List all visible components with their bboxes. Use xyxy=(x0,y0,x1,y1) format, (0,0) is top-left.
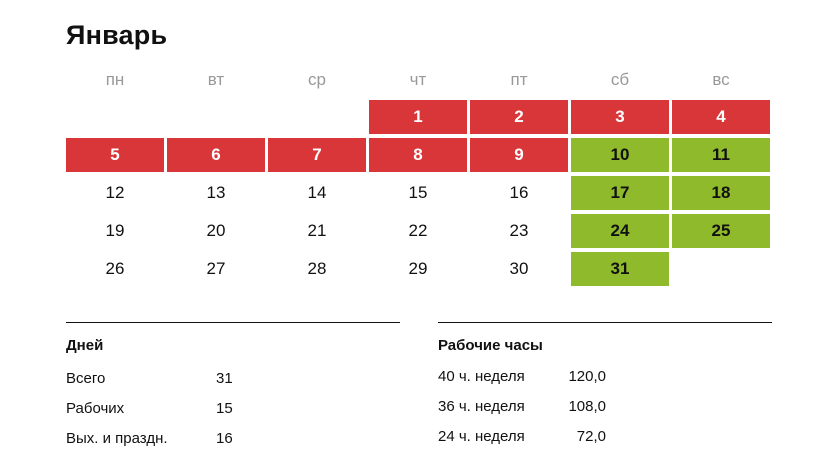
hours-row-24: 24 ч. неделя 72,0 xyxy=(438,422,772,452)
calendar-day-work: 21 xyxy=(307,221,327,240)
calendar-day-work: 28 xyxy=(307,259,327,278)
days-row-label: Вых. и праздн. xyxy=(66,430,168,447)
calendar-day-work: 27 xyxy=(206,259,226,278)
calendar-day-work: 12 xyxy=(105,183,125,202)
weekday-header: чт xyxy=(409,70,427,89)
calendar-empty-cell xyxy=(167,100,265,134)
calendar-day-weekend: 11 xyxy=(672,138,770,172)
weekday-header: пт xyxy=(510,70,528,89)
days-row-label: Всего xyxy=(66,370,106,387)
calendar-day-work: 16 xyxy=(509,183,529,202)
calendar-day-work: 22 xyxy=(408,221,428,240)
hours-row-value: 120,0 xyxy=(568,368,606,385)
days-row-working: Рабочих 15 xyxy=(66,394,400,424)
weekday-header: пн xyxy=(105,70,125,89)
calendar-day-holiday: 6 xyxy=(167,138,265,172)
weekday-header: вт xyxy=(207,70,225,89)
hours-divider xyxy=(438,322,772,323)
weekday-header: вс xyxy=(712,70,730,89)
hours-row-value: 72,0 xyxy=(576,428,606,445)
hours-heading: Рабочие часы xyxy=(438,337,543,354)
calendar-day-holiday: 3 xyxy=(571,100,669,134)
hours-row-value: 108,0 xyxy=(568,398,606,415)
calendar-day-weekend: 24 xyxy=(571,214,669,248)
calendar-day-work: 15 xyxy=(408,183,428,202)
calendar-day-holiday: 4 xyxy=(672,100,770,134)
weekday-header: сб xyxy=(610,70,630,89)
calendar-day-work: 14 xyxy=(307,183,327,202)
calendar-day-work: 19 xyxy=(105,221,125,240)
days-row-value: 31 xyxy=(216,370,233,387)
days-row-label: Рабочих xyxy=(66,400,125,417)
month-calendar-grid: пн вт ср чт пт сб вс 1 2 3 4 5 6 7 8 9 10 11 12 13 14 15 16 17 1… xyxy=(66,62,774,286)
calendar-day-holiday: 1 xyxy=(369,100,467,134)
calendar-day-work: 23 xyxy=(509,221,529,240)
hours-row-label: 40 ч. неделя xyxy=(438,368,525,385)
calendar-day-weekend: 31 xyxy=(571,252,669,286)
calendar-empty-cell xyxy=(268,100,366,134)
hours-row-label: 24 ч. неделя xyxy=(438,428,525,445)
calendar-day-holiday: 8 xyxy=(369,138,467,172)
month-title: Январь xyxy=(66,20,168,50)
days-row-total: Всего 31 xyxy=(66,364,400,394)
days-row-value: 16 xyxy=(216,430,233,447)
calendar-day-work: 26 xyxy=(105,259,125,278)
calendar-day-weekend: 10 xyxy=(571,138,669,172)
calendar-day-weekend: 18 xyxy=(672,176,770,210)
hours-stats-block: Рабочие часы 40 ч. неделя 120,0 36 ч. не… xyxy=(438,322,772,452)
calendar-empty-cell xyxy=(66,100,164,134)
calendar-day-work: 20 xyxy=(206,221,226,240)
calendar-day-weekend: 25 xyxy=(672,214,770,248)
calendar-day-work: 29 xyxy=(408,259,428,278)
calendar-day-holiday: 5 xyxy=(66,138,164,172)
calendar-day-holiday: 9 xyxy=(470,138,568,172)
calendar-day-work: 30 xyxy=(509,259,529,278)
weekday-header: ср xyxy=(308,70,326,89)
calendar-day-holiday: 2 xyxy=(470,100,568,134)
days-row-value: 15 xyxy=(216,400,233,417)
days-row-off: Вых. и праздн. 16 xyxy=(66,424,400,454)
calendar-empty-cell xyxy=(672,252,770,286)
hours-row-40: 40 ч. неделя 120,0 xyxy=(438,362,772,392)
calendar-day-work: 13 xyxy=(206,183,226,202)
hours-row-label: 36 ч. неделя xyxy=(438,398,525,415)
days-stats-block: Дней Всего 31 Рабочих 15 Вых. и праздн. … xyxy=(66,322,400,454)
days-divider xyxy=(66,322,400,323)
calendar-day-weekend: 17 xyxy=(571,176,669,210)
hours-row-36: 36 ч. неделя 108,0 xyxy=(438,392,772,422)
calendar-day-holiday: 7 xyxy=(268,138,366,172)
days-heading: Дней xyxy=(66,337,104,354)
